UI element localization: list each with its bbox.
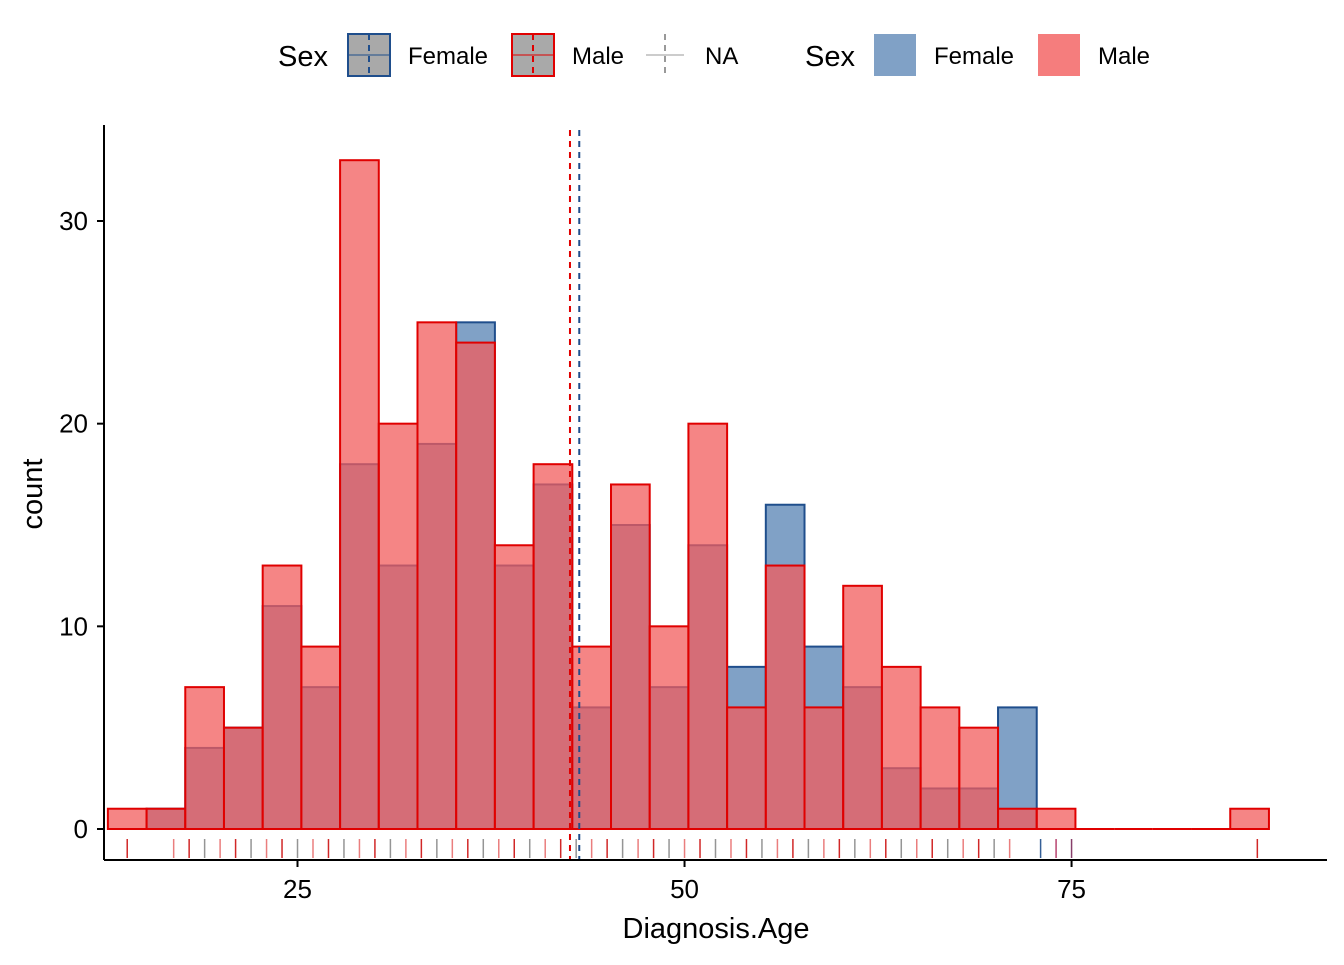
male-bar	[300, 645, 342, 830]
y-tick-label: 10	[59, 611, 88, 641]
rug-marks	[126, 839, 1259, 858]
male-bar	[803, 706, 845, 831]
legend-label-na-line: NA	[705, 43, 738, 70]
y-tick-label: 30	[59, 206, 88, 236]
male-bar	[1229, 807, 1270, 831]
male-bar	[339, 159, 380, 830]
y-axis-label: count	[17, 459, 49, 530]
male-bar	[184, 686, 225, 831]
male-bar	[958, 726, 1000, 831]
male-bar	[571, 645, 613, 830]
legend-label-female-line: Female	[408, 43, 488, 70]
male-bar	[493, 544, 535, 830]
legend-key-na-line	[646, 34, 684, 76]
male-bar	[610, 483, 651, 830]
legend-key-female-fill	[874, 34, 916, 76]
legend-linetype-title: Sex	[278, 41, 328, 73]
male-bar	[145, 807, 187, 831]
y-tick-label: 20	[59, 409, 88, 439]
male-bar	[764, 564, 806, 830]
y-tick-label: 0	[74, 814, 88, 844]
male-bar	[222, 726, 264, 831]
male-bar	[106, 807, 148, 831]
male-bars	[106, 159, 1270, 831]
male-bar	[648, 625, 690, 830]
male-bar	[532, 463, 574, 830]
mean-lines	[568, 130, 581, 860]
male-bar	[997, 807, 1038, 831]
legend-fill: Sex Female Male	[805, 34, 1150, 76]
male-bar	[726, 706, 767, 831]
legend-label-male-line: Male	[572, 43, 624, 70]
legend-label-male-fill: Male	[1098, 43, 1150, 70]
male-bar	[1035, 807, 1077, 831]
male-bar	[261, 564, 303, 830]
male-bar	[880, 665, 922, 830]
y-ticks: 0 10 20 30	[59, 206, 104, 844]
male-bar	[842, 584, 883, 830]
x-tick-label: 75	[1057, 874, 1086, 904]
male-bar	[687, 422, 729, 830]
male-bar	[416, 321, 458, 830]
legend-key-male-line	[511, 33, 555, 77]
x-ticks: 25 50 75	[283, 860, 1086, 904]
male-bar	[377, 422, 419, 830]
x-tick-label: 25	[283, 874, 312, 904]
legend-key-male-fill	[1038, 34, 1080, 76]
male-bar	[919, 706, 961, 831]
male-bar	[455, 341, 496, 830]
x-tick-label: 50	[670, 874, 699, 904]
x-axis-label: Diagnosis.Age	[623, 913, 810, 945]
legend-label-female-fill: Female	[934, 43, 1014, 70]
legend-linetype: Sex Female Male NA	[278, 33, 738, 77]
legend-key-female-line	[347, 33, 391, 77]
legend-fill-title: Sex	[805, 41, 855, 73]
